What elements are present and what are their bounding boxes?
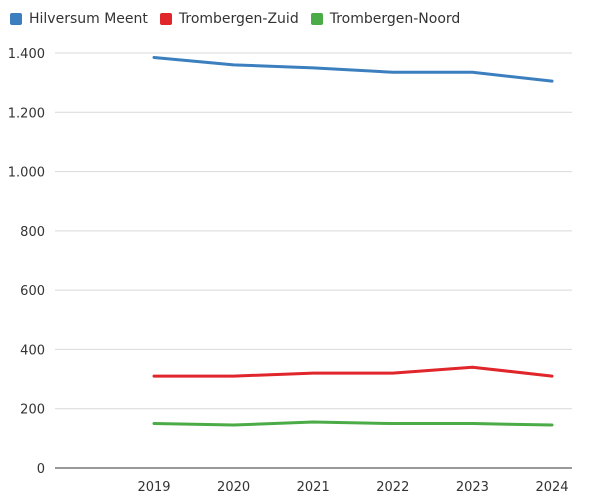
chart-legend: Hilversum Meent Trombergen-Zuid Tromberg…	[10, 9, 472, 29]
series-line-trombergen-zuid[interactable]	[152, 365, 554, 378]
x-tick-label: 2022	[376, 480, 409, 495]
y-axis-tick-labels: 0 200 400 600 800 1.000 1.200 1.400	[8, 47, 45, 477]
y-tick-label: 800	[20, 225, 45, 240]
legend-swatch-trombergen-noord	[310, 13, 323, 25]
legend-swatch-trombergen-zuid	[159, 13, 172, 25]
legend-label-trombergen-zuid: Trombergen-Zuid	[178, 11, 299, 27]
legend-item-trombergen-zuid[interactable]: Trombergen-Zuid	[159, 11, 299, 27]
x-tick-label: 2021	[297, 480, 330, 495]
legend-label-hilversum-meent: Hilversum Meent	[29, 11, 148, 27]
x-tick-label: 2019	[137, 480, 170, 495]
y-tick-label: 1.400	[8, 47, 45, 62]
x-axis-tick-labels: 2019 2020 2021 2022 2023 2024	[137, 480, 568, 495]
series-line-hilversum-meent[interactable]	[152, 55, 554, 83]
legend-swatch-hilversum-meent	[10, 13, 22, 25]
y-tick-label: 0	[37, 462, 45, 477]
series-lines	[152, 55, 554, 427]
y-tick-label: 400	[20, 343, 45, 358]
x-tick-label: 2024	[535, 480, 568, 495]
y-tick-label: 200	[20, 403, 45, 418]
legend-label-trombergen-noord: Trombergen-Noord	[329, 11, 461, 27]
x-tick-label: 2023	[456, 480, 489, 495]
y-tick-label: 1.200	[8, 106, 45, 121]
y-tick-label: 1.000	[8, 166, 45, 181]
legend-item-hilversum-meent[interactable]: Hilversum Meent	[10, 11, 148, 27]
gridlines	[55, 52, 572, 469]
legend-item-trombergen-noord[interactable]: Trombergen-Noord	[310, 11, 461, 27]
y-tick-label: 600	[20, 284, 45, 299]
x-tick-label: 2020	[217, 480, 250, 495]
series-line-trombergen-noord[interactable]	[152, 420, 554, 427]
